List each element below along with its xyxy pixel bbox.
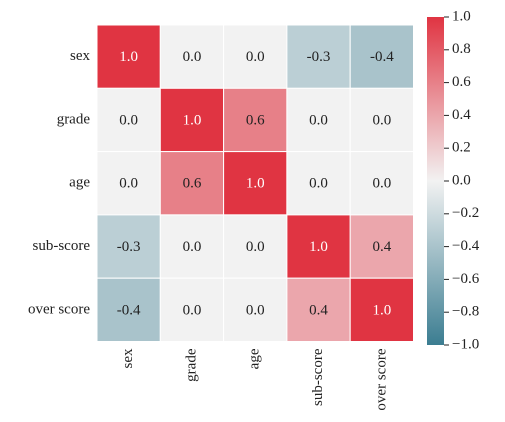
- cell-label: 0.0: [309, 176, 328, 192]
- cell-label: -0.3: [117, 239, 141, 255]
- x-tick-label: sex: [120, 348, 136, 368]
- x-tick-label: age: [247, 348, 263, 369]
- heatmap-cell: [223, 277, 288, 343]
- colorbar-tick-label: 0.2: [452, 140, 471, 156]
- y-tick-label: age: [69, 175, 90, 191]
- y-tick-label: grade: [57, 111, 91, 127]
- colorbar-tick-label: −1.0: [452, 336, 479, 352]
- heatmap-cell: [159, 151, 225, 216]
- cell-label: 0.4: [309, 302, 328, 318]
- cell-label: 0.4: [372, 239, 391, 255]
- heatmap-cell: [159, 24, 225, 89]
- heatmap-cell: [286, 151, 351, 216]
- cell-label: 1.0: [309, 239, 328, 255]
- cell-label: 1.0: [372, 302, 391, 318]
- colorbar-tick-label: −0.4: [452, 238, 480, 254]
- x-tick-label: over score: [373, 348, 389, 410]
- heatmap-cell: [159, 214, 225, 279]
- cell-label: 0.0: [119, 176, 138, 192]
- heatmap-cell: [286, 214, 351, 279]
- cell-label: 0.0: [246, 302, 265, 318]
- x-tick-label: grade: [183, 348, 199, 382]
- heatmap-cell: [349, 87, 415, 153]
- heatmap-cell: [223, 214, 288, 279]
- cell-label: 0.6: [183, 176, 202, 192]
- cell-label: 0.0: [372, 176, 391, 192]
- heatmap-cell: [96, 277, 161, 343]
- heatmap-cell: [96, 214, 161, 279]
- colorbar-tick-label: 0.4: [452, 107, 471, 123]
- cell-label: 0.0: [246, 49, 265, 65]
- cell-label: 1.0: [246, 176, 265, 192]
- colorbar-tick-label: −0.2: [452, 205, 479, 221]
- heatmap-cell: [159, 277, 225, 343]
- heatmap-cell: [349, 277, 415, 343]
- cell-label: 0.0: [372, 112, 391, 128]
- colorbar-tick-label: 1.0: [452, 8, 471, 24]
- cell-label: 1.0: [119, 49, 138, 65]
- cell-label: -0.4: [370, 49, 394, 65]
- colorbar-tick-label: −0.8: [452, 304, 479, 320]
- cell-label: 0.0: [246, 239, 265, 255]
- y-tick-label: sex: [70, 48, 90, 64]
- colorbar: [427, 17, 444, 345]
- cell-label: 0.6: [246, 112, 265, 128]
- colorbar-tick-label: 0.0: [452, 172, 471, 188]
- heatmap-cell: [96, 24, 161, 89]
- colorbar-tick-label: 0.8: [452, 41, 471, 57]
- colorbar-tick-label: −0.6: [452, 271, 480, 287]
- cell-label: 0.0: [183, 49, 202, 65]
- cell-label: -0.4: [117, 302, 141, 318]
- cell-label: 0.0: [183, 302, 202, 318]
- cell-label: 1.0: [183, 112, 202, 128]
- heatmap-cell: [286, 24, 351, 89]
- cell-label: -0.3: [307, 49, 331, 65]
- y-tick-label: over score: [28, 301, 90, 317]
- heatmap-cell: [96, 87, 161, 153]
- cell-label: 0.0: [309, 112, 328, 128]
- cell-label: 0.0: [119, 112, 138, 128]
- cell-label: 0.0: [183, 239, 202, 255]
- colorbar-tick-label: 0.6: [452, 74, 471, 90]
- heatmap-cell: [223, 87, 288, 153]
- heatmap-cell: [223, 24, 288, 89]
- heatmap-cell: [349, 214, 415, 279]
- y-tick-label: sub-score: [33, 238, 91, 254]
- x-tick-label: sub-score: [310, 348, 326, 406]
